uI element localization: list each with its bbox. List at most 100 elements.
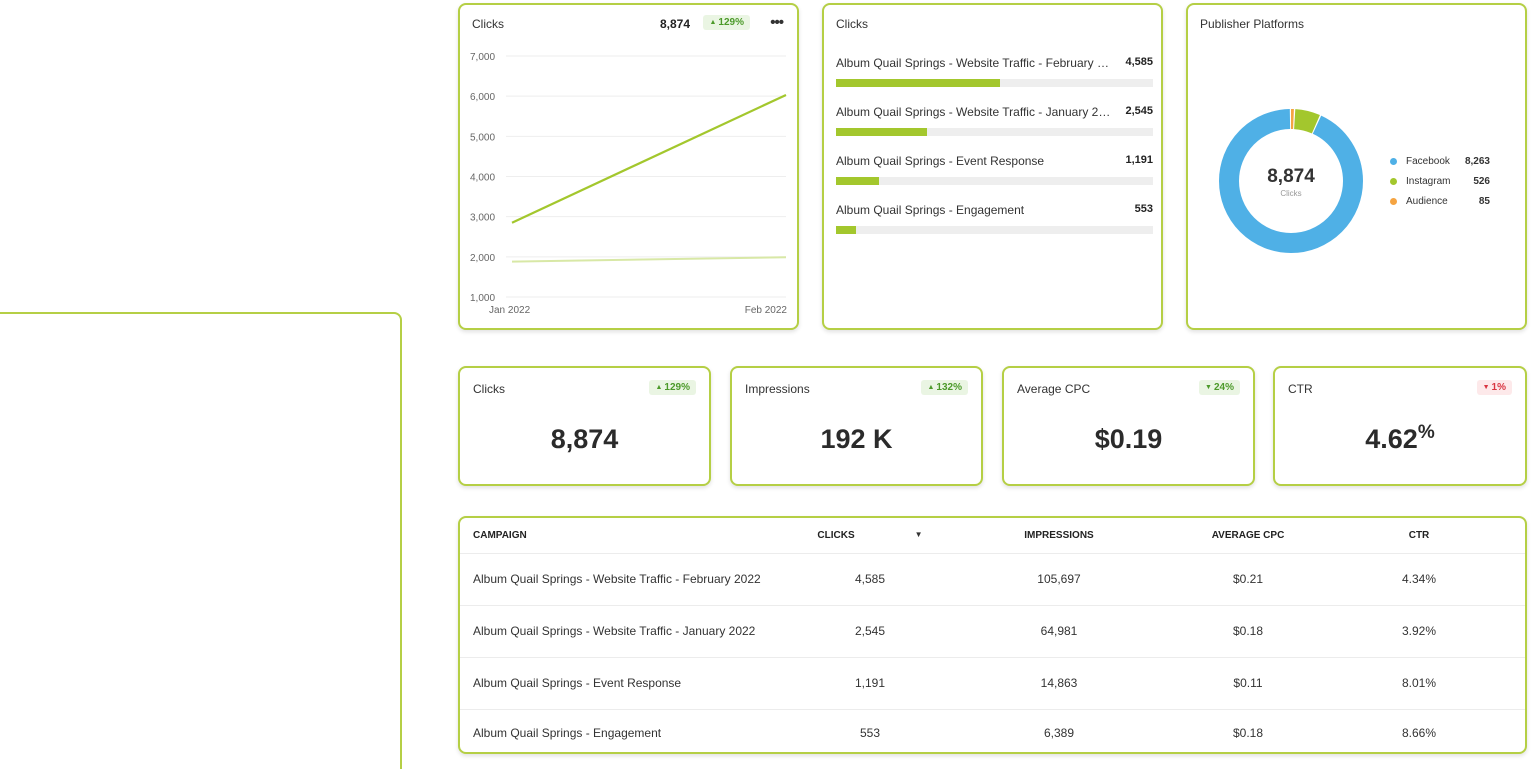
legend-dot <box>1390 178 1397 185</box>
kpi-value: $0.19 <box>1094 424 1163 454</box>
column-header-impressions[interactable]: IMPRESSIONS <box>935 518 1183 554</box>
kpi-change-badge: ▼ 24% <box>1199 380 1240 395</box>
kpi-change-badge: ▲ 129% <box>649 380 696 395</box>
cell-campaign: Album Quail Springs - Event Response <box>460 657 805 710</box>
cell-average-cpc: $0.11 <box>1183 657 1313 710</box>
column-header-average-cpc[interactable]: AVERAGE CPC <box>1183 518 1313 554</box>
donut-label: Clicks <box>1280 189 1302 198</box>
bar-value: 1,191 <box>1125 154 1153 166</box>
bar-fill <box>836 128 927 136</box>
legend-dot <box>1390 158 1397 165</box>
kpi-change-badge: ▼ 1% <box>1476 380 1512 395</box>
y-tick-label: 4,000 <box>470 173 495 184</box>
bar-track <box>836 226 1153 234</box>
kpi-impressions-card: Impressions ▲ 132% 192 K <box>730 366 983 486</box>
cell-clicks: 1,191 <box>805 657 935 710</box>
cell-clicks: 4,585 <box>805 553 935 606</box>
cell-campaign: Album Quail Springs - Website Traffic - … <box>460 553 805 606</box>
column-header-clicks[interactable]: CLICKS ▼ <box>805 518 935 554</box>
legend-item-facebook[interactable]: Facebook 8,263 <box>1390 155 1490 175</box>
cell-impressions: 14,863 <box>935 657 1183 710</box>
cell-campaign: Album Quail Springs - Engagement <box>473 726 662 741</box>
column-header-campaign[interactable]: CAMPAIGN <box>460 518 805 554</box>
platforms-donut-chart <box>1219 109 1363 253</box>
publisher-platforms-card: Publisher Platforms 8,874 Clicks Faceboo… <box>1186 3 1527 330</box>
cell-impressions: 64,981 <box>935 605 1183 658</box>
y-tick-label: 5,000 <box>470 132 495 143</box>
cell-average-cpc: $0.21 <box>1183 553 1313 606</box>
cell-ctr: 3.92% <box>1313 605 1525 658</box>
card-title: Clicks <box>836 17 868 31</box>
table-row[interactable]: Album Quail Springs - Event Response 1,1… <box>460 657 1525 710</box>
table-row[interactable]: Album Quail Springs - Website Traffic - … <box>460 553 1525 606</box>
bar-label: Album Quail Springs - Website Traffic - … <box>836 56 1111 70</box>
campaign-table: CAMPAIGN CLICKS ▼ IMPRESSIONS AVERAGE CPC… <box>460 518 1525 752</box>
clicks-by-campaign-card: Clicks Album Quail Springs - Website Tra… <box>822 3 1163 330</box>
caret-up-icon: ▲ <box>927 384 935 391</box>
kpi-average-cpc-card: Average CPC ▼ 24% $0.19 <box>1002 366 1255 486</box>
bar-label: Album Quail Springs - Event Response <box>836 154 1045 168</box>
x-tick-label: Jan 2022 <box>489 305 531 316</box>
bar-track <box>836 177 1153 185</box>
series-line-0 <box>511 93 787 224</box>
y-tick-label: 1,000 <box>470 293 495 304</box>
kpi-title: Clicks <box>473 382 505 396</box>
donut-legend: Facebook 8,263 Instagram 526 Audience 85 <box>1390 155 1490 215</box>
y-tick-label: 6,000 <box>470 92 495 103</box>
bar-value: 2,545 <box>1125 105 1153 117</box>
left-panel-frame <box>0 312 402 769</box>
legend-item-instagram[interactable]: Instagram 526 <box>1390 175 1490 195</box>
bar-track <box>836 128 1153 136</box>
donut-center: 8,874 Clicks <box>1218 166 1364 198</box>
campaign-table-card: CAMPAIGN CLICKS ▼ IMPRESSIONS AVERAGE CPC… <box>458 516 1527 754</box>
series-line-1 <box>511 256 787 263</box>
donut-slice-audience <box>1219 109 1363 253</box>
column-header-ctr[interactable]: CTR <box>1313 518 1525 554</box>
card-title: Clicks <box>472 17 504 31</box>
donut-slice-facebook <box>1219 109 1363 253</box>
bar-fill <box>836 79 1000 87</box>
kpi-title: Average CPC <box>1017 382 1091 396</box>
kpi-value: 4.62% <box>1365 422 1435 454</box>
kpi-value: 8,874 <box>550 424 619 454</box>
bar-fill <box>836 226 856 234</box>
bar-fill <box>836 177 879 185</box>
cell-campaign: Album Quail Springs - Website Traffic - … <box>460 605 805 658</box>
bar-value: 4,585 <box>1125 56 1153 68</box>
kpi-clicks-card: Clicks ▲ 129% 8,874 <box>458 366 711 486</box>
legend-dot <box>1390 198 1397 205</box>
caret-up-icon: ▲ <box>655 384 663 391</box>
table-row[interactable]: Album Quail Springs - Website Traffic - … <box>460 605 1525 658</box>
bar-label: Album Quail Springs - Engagement <box>836 203 1025 217</box>
caret-down-icon: ▼ <box>1482 384 1490 391</box>
kpi-title: Impressions <box>745 382 810 396</box>
cell-average-cpc: $0.18 <box>1183 605 1313 658</box>
y-tick-label: 2,000 <box>470 253 495 264</box>
kpi-value: 192 K <box>820 424 893 454</box>
cell-ctr: 4.34% <box>1313 553 1525 606</box>
clicks-line-chart: 1,000 2,000 3,000 4,000 5,000 6,000 7,000 Jan 2… <box>470 52 787 316</box>
clicks-trend-card: 1,000 2,000 3,000 4,000 5,000 6,000 7,000 Jan 2… <box>458 3 799 330</box>
caret-down-icon[interactable]: ▼ <box>914 529 923 539</box>
donut-total: 8,874 <box>1267 166 1315 187</box>
cell-ctr: 8.66% <box>1401 726 1437 741</box>
cell-ctr: 8.01% <box>1313 657 1525 710</box>
y-tick-label: 7,000 <box>470 52 495 63</box>
cell-impressions: 6,389 <box>1043 726 1075 741</box>
table-header-row: CAMPAIGN CLICKS ▼ IMPRESSIONS AVERAGE CPC… <box>460 518 1525 554</box>
kpi-title: CTR <box>1288 382 1313 396</box>
more-horizontal-icon[interactable]: ••• <box>770 14 784 31</box>
bar-track <box>836 79 1153 87</box>
clicks-total: 8,874 <box>659 17 690 31</box>
card-title: Publisher Platforms <box>1200 17 1305 31</box>
kpi-change-badge: ▲ 132% <box>921 380 968 395</box>
cell-clicks: 553 <box>859 726 881 741</box>
cell-impressions: 105,697 <box>935 553 1183 606</box>
caret-up-icon: ▲ <box>709 19 717 26</box>
kpi-ctr-card: CTR ▼ 1% 4.62% <box>1273 366 1527 486</box>
bar-value: 553 <box>1134 203 1153 215</box>
cell-clicks: 2,545 <box>805 605 935 658</box>
table-row[interactable]: Album Quail Springs - Engagement 553 6,3… <box>460 709 1525 752</box>
legend-item-audience[interactable]: Audience 85 <box>1390 195 1490 215</box>
change-badge: ▲ 129% <box>703 15 750 30</box>
